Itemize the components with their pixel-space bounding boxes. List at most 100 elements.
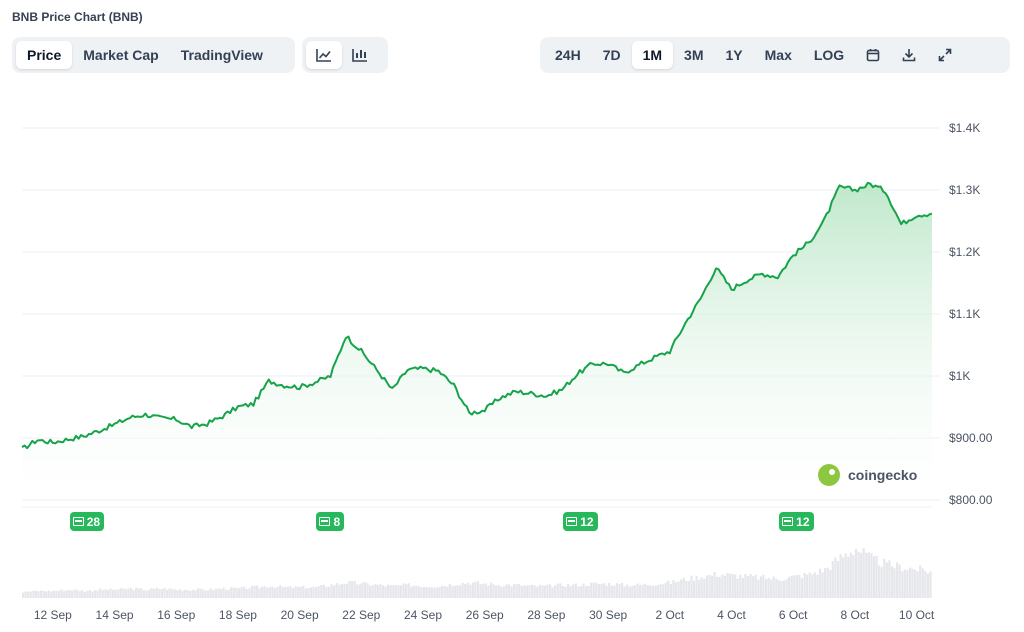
volume-bar <box>410 586 413 598</box>
volume-bar <box>194 590 197 598</box>
volume-bar <box>811 574 814 598</box>
volume-bar <box>371 585 374 598</box>
volume-bar <box>744 573 747 598</box>
volume-bar <box>158 589 161 598</box>
volume-bar <box>520 586 523 598</box>
volume-bar <box>399 585 403 598</box>
volume-bar <box>366 583 369 598</box>
range-3m[interactable]: 3M <box>684 47 704 63</box>
news-badge[interactable]: 8 <box>316 512 345 531</box>
volume-bar <box>803 572 806 598</box>
volume-bar <box>636 583 639 598</box>
volume-bar <box>536 586 539 598</box>
range-24h[interactable]: 24H <box>555 47 581 63</box>
tab-market-cap[interactable]: Market Cap <box>83 47 159 63</box>
volume-bar <box>669 584 672 598</box>
volume-bar <box>58 590 61 598</box>
volume-bar <box>664 582 667 598</box>
volume-bar <box>700 577 703 598</box>
calendar-icon <box>866 49 880 62</box>
volume-bar <box>610 585 613 598</box>
chart-type-switcher <box>302 37 388 73</box>
volume-bar <box>443 586 446 598</box>
volume-bar <box>459 585 462 598</box>
volume-bar <box>549 584 552 598</box>
volume-bar <box>703 579 706 598</box>
expand-button[interactable] <box>927 41 963 69</box>
volume-bar <box>389 585 392 598</box>
volume-bar <box>615 583 618 598</box>
tab-price[interactable]: Price <box>16 41 73 69</box>
volume-bar <box>353 581 356 598</box>
news-count: 12 <box>796 514 810 529</box>
volume-bar <box>672 580 675 598</box>
volume-bar <box>119 588 122 598</box>
volume-bar <box>351 581 354 598</box>
volume-bar <box>754 574 757 598</box>
volume-bar <box>595 582 598 598</box>
line-chart-button[interactable] <box>306 41 342 69</box>
volume-bar <box>919 565 922 598</box>
volume-bar <box>168 588 171 598</box>
range-7d[interactable]: 7D <box>602 47 621 63</box>
volume-bar <box>572 584 575 598</box>
volume-bar <box>708 574 711 598</box>
line-chart-icon <box>316 49 331 62</box>
volume-bar <box>852 555 855 598</box>
volume-bar <box>793 575 796 598</box>
volume-bar <box>487 585 490 598</box>
volume-bar <box>479 584 482 598</box>
volume-bar <box>451 585 454 598</box>
volume-bar <box>587 585 590 598</box>
volume-bar <box>674 582 678 598</box>
volume-bar <box>718 577 721 598</box>
volume-bar <box>392 585 395 598</box>
volume-bar <box>22 592 25 598</box>
volume-bar <box>546 584 549 598</box>
volume-bar <box>376 584 379 598</box>
volume-bar <box>862 548 865 598</box>
candlestick-chart-button[interactable] <box>342 41 378 69</box>
volume-bar <box>258 588 261 598</box>
range-1y[interactable]: 1Y <box>725 47 743 63</box>
volume-bar <box>207 590 210 598</box>
volume-bar <box>677 581 680 598</box>
news-badge[interactable]: 12 <box>563 512 598 531</box>
volume-bar <box>901 571 904 598</box>
volume-bar <box>541 585 544 598</box>
news-badge[interactable]: 12 <box>779 512 814 531</box>
volume-bar <box>574 583 577 598</box>
volume-bar <box>127 588 130 598</box>
download-button[interactable] <box>891 41 927 69</box>
volume-bar <box>695 575 698 598</box>
volume-bar <box>276 586 279 598</box>
volume-bar <box>716 576 719 598</box>
volume-bar <box>81 590 84 598</box>
range-1m[interactable]: 1M <box>631 41 674 69</box>
volume-bar <box>474 581 477 598</box>
volume-bar <box>32 590 35 598</box>
x-tick-label: 16 Sep <box>157 608 195 622</box>
volume-bar <box>662 584 665 598</box>
volume-bar <box>189 590 192 598</box>
volume-bar <box>340 584 343 598</box>
news-badge[interactable]: 28 <box>69 512 105 531</box>
tab-tradingview[interactable]: TradingView <box>180 47 263 63</box>
volume-bar <box>641 584 644 598</box>
news-icon <box>72 517 84 526</box>
volume-bar <box>654 585 657 598</box>
volume-bar <box>405 584 408 598</box>
volume-bar <box>525 585 528 598</box>
x-tick-label: 14 Sep <box>96 608 134 622</box>
volume-bar <box>140 588 143 598</box>
volume-bar <box>361 582 364 598</box>
calendar-button[interactable] <box>855 41 891 69</box>
volume-bar <box>767 578 770 598</box>
volume-bar <box>94 590 97 598</box>
volume-bar <box>554 585 557 598</box>
volume-bar <box>842 557 845 598</box>
range-max[interactable]: Max <box>764 47 792 63</box>
volume-bar <box>633 585 636 598</box>
log-toggle[interactable]: LOG <box>813 47 845 63</box>
